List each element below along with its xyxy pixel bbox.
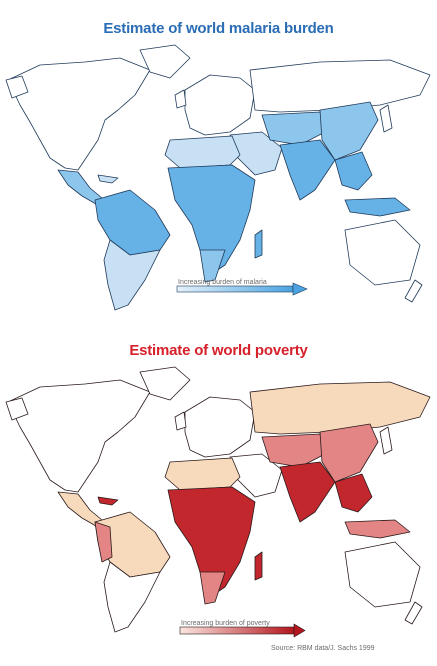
andes [94, 521, 113, 563]
malaria-world-map: Increasing burden of malaria [5, 44, 431, 311]
south-asia [279, 139, 336, 201]
russia [249, 381, 431, 435]
poverty-legend: Increasing burden of poverty [179, 620, 306, 638]
north-america [7, 57, 151, 171]
south-america-south [103, 239, 161, 311]
china [319, 101, 379, 161]
uk [174, 411, 187, 431]
indonesia [344, 197, 411, 217]
greenland [139, 44, 191, 79]
indonesia [344, 519, 411, 539]
uk [174, 89, 187, 109]
malaria-legend: Increasing burden of malaria [176, 279, 308, 296]
poverty-world-map: Increasing burden of poverty [5, 366, 431, 638]
central-america [57, 169, 103, 205]
russia [249, 59, 431, 113]
north-africa [164, 457, 241, 491]
australia [344, 219, 421, 286]
southeast-asia [334, 151, 373, 191]
alaska [5, 397, 29, 421]
japan [379, 426, 393, 455]
caribbean [97, 496, 119, 506]
madagascar [254, 229, 263, 259]
poverty-legend-label: Increasing burden of poverty [181, 620, 270, 627]
south-america-south [103, 561, 161, 633]
southern-africa [199, 571, 226, 605]
middle-east [229, 131, 283, 176]
south-america-north [94, 189, 171, 256]
north-america [7, 379, 151, 493]
australia [344, 541, 421, 608]
sub-saharan-africa [167, 164, 256, 276]
source-note: Source: RBM data/J. Sachs 1999 [271, 645, 375, 652]
malaria-legend-label: Increasing burden of malaria [178, 279, 267, 286]
greenland [139, 366, 191, 401]
southeast-asia [334, 473, 373, 513]
south-asia [279, 461, 336, 523]
poverty-map-title: Estimate of world poverty [129, 342, 308, 359]
europe [184, 396, 256, 458]
new-zealand [404, 279, 423, 303]
madagascar [254, 551, 263, 581]
legend-arrow-icon [292, 282, 308, 296]
caribbean [97, 174, 119, 184]
malaria-map-title: Estimate of world malaria burden [103, 20, 334, 37]
southern-africa [199, 249, 226, 283]
china [319, 423, 379, 483]
central-america [57, 491, 103, 527]
japan [379, 104, 393, 133]
central-asia [261, 111, 326, 146]
north-africa [164, 135, 241, 169]
europe [184, 74, 256, 136]
alaska [5, 75, 29, 99]
sub-saharan-africa [167, 486, 256, 598]
new-zealand [404, 601, 423, 625]
legend-arrow-icon [293, 623, 306, 638]
central-asia [261, 433, 326, 468]
middle-east [229, 453, 283, 498]
